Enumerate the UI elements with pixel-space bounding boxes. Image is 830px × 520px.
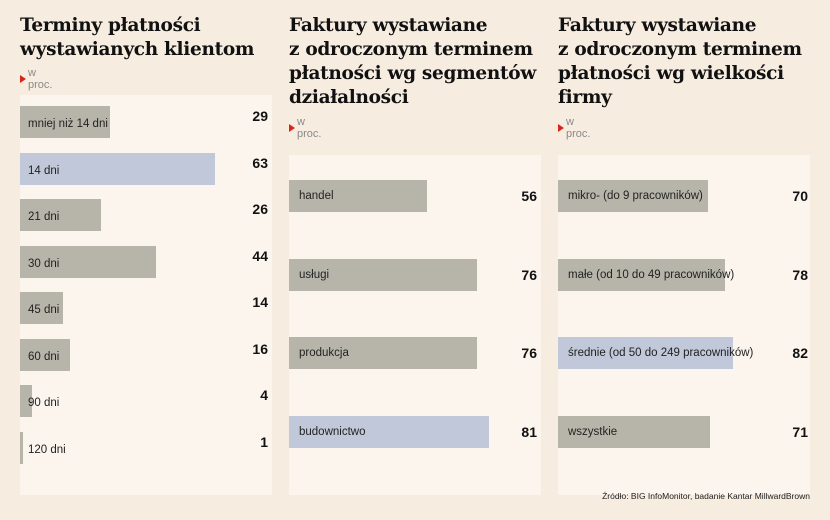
bar xyxy=(289,180,428,212)
data-label: 76 xyxy=(521,266,537,283)
bar xyxy=(20,292,64,324)
bar-label: mikro- (do 9 pracowników) xyxy=(568,190,703,202)
bar xyxy=(289,258,477,291)
bar-label: 60 dni xyxy=(28,350,60,363)
unit-label: w proc. xyxy=(289,116,321,140)
bar-label: 45 dni xyxy=(28,304,60,316)
data-label: 29 xyxy=(252,108,268,124)
unit-text: w proc. xyxy=(297,116,322,140)
bar-label: 14 dni xyxy=(28,164,60,177)
bar xyxy=(20,245,157,278)
data-label: 63 xyxy=(252,154,268,171)
bar-label: średnie (od 50 do 249 pracowników) xyxy=(568,347,754,359)
bar-label: handel xyxy=(299,190,334,202)
bar-label: 90 dni xyxy=(28,397,60,409)
plot-area: mniej niż 14 dni 29 14 dni 63 21 dni 26 30 dni… xyxy=(20,95,272,495)
data-label: 44 xyxy=(252,247,268,264)
bar-label: 21 dni xyxy=(28,211,60,223)
bar-label: usługi xyxy=(299,268,330,281)
chart-title: Faktury wystawiane z odroczonym terminem… xyxy=(289,14,536,110)
chart-title-line: płatności wg wielkości xyxy=(558,63,784,84)
data-label: 56 xyxy=(521,188,537,204)
data-label: 82 xyxy=(792,345,808,361)
unit-label: w proc. xyxy=(558,116,590,140)
bar xyxy=(558,258,725,291)
data-label: 26 xyxy=(252,201,268,217)
unit-text: w proc. xyxy=(566,116,591,140)
bar xyxy=(20,106,110,138)
chart-title-line: płatności wg segmentów xyxy=(289,63,536,84)
bar-label: wszystkie xyxy=(568,425,618,438)
triangle-marker-icon xyxy=(289,124,295,132)
bar-label: 30 dni xyxy=(28,257,60,270)
bar xyxy=(289,337,477,369)
chart-title-line: Faktury wystawiane xyxy=(289,15,488,36)
chart-title-line: wystawianych klientom xyxy=(20,39,255,60)
bar-label: małe (od 10 do 49 pracowników) xyxy=(568,268,735,281)
triangle-marker-icon xyxy=(20,75,26,83)
bar xyxy=(20,199,101,231)
bar-label: produkcja xyxy=(299,347,349,359)
data-label: 78 xyxy=(792,266,808,283)
triangle-marker-icon xyxy=(558,124,564,132)
chart-title-line: firmy xyxy=(558,87,612,108)
chart-title-line: Faktury wystawiane xyxy=(558,15,757,36)
data-label: 76 xyxy=(521,345,537,361)
bar xyxy=(558,415,710,448)
data-label: 4 xyxy=(260,387,268,403)
bar-label: mniej niż 14 dni xyxy=(28,118,108,130)
bar xyxy=(289,415,490,448)
unit-label: w proc. xyxy=(20,67,52,91)
chart-title-line: z odroczonym terminem xyxy=(289,39,533,60)
source-note: Źródło: BIG InfoMonitor, badanie Kantar … xyxy=(602,491,810,501)
bar xyxy=(558,180,708,212)
bar xyxy=(558,337,734,369)
chart-title-line: Terminy płatności xyxy=(20,15,201,36)
unit-text: w proc. xyxy=(28,67,53,91)
data-label: 71 xyxy=(792,423,808,440)
chart-title-line: działalności xyxy=(289,87,409,108)
data-label: 14 xyxy=(252,294,268,310)
plot-area: mikro- (do 9 pracowników) 70 małe (od 10 d… xyxy=(558,155,810,495)
data-label: 81 xyxy=(521,423,537,440)
bar xyxy=(20,385,33,417)
data-label: 1 xyxy=(260,433,268,450)
bar xyxy=(20,152,216,185)
chart-title: Terminy płatności wystawianych klientom xyxy=(20,14,254,62)
bar-label: 120 dni xyxy=(28,443,66,456)
chart-title: Faktury wystawiane z odroczonym terminem… xyxy=(558,14,802,110)
plot-area: handel 56 usługi 76 produkcja 76 budownictwo 81 xyxy=(289,155,541,495)
chart-title-line: z odroczonym terminem xyxy=(558,39,802,60)
data-label: 70 xyxy=(792,188,808,204)
data-label: 16 xyxy=(252,340,268,357)
bar-label: budownictwo xyxy=(299,425,366,438)
bar xyxy=(20,338,70,371)
bar xyxy=(20,431,24,464)
